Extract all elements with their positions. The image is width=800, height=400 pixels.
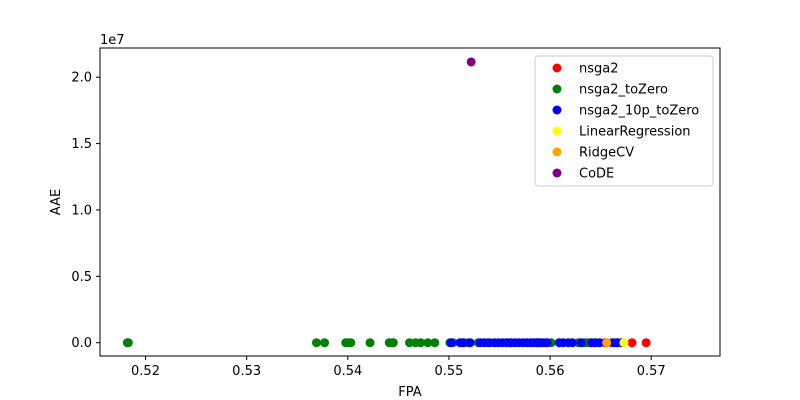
x-tick-label: 0.53 — [232, 364, 261, 379]
legend-label-nsga2_10p_toZero: nsga2_10p_toZero — [579, 104, 699, 119]
x-tick-label: 0.55 — [434, 364, 463, 379]
x-tick-label: 0.56 — [536, 364, 565, 379]
point-nsga2_10p_toZero-30 — [595, 338, 605, 348]
x-axis: 0.52 0.53 0.54 0.55 0.56 0.57 — [131, 356, 666, 379]
x-tick-label: 0.57 — [637, 364, 666, 379]
legend-label-nsga2_toZero: nsga2_toZero — [579, 83, 668, 98]
y-tick-label: 1.5 — [71, 137, 92, 152]
legend-label-RidgeCV: RidgeCV — [579, 146, 634, 161]
point-nsga2_toZero-7 — [365, 338, 375, 348]
point-nsga2_10p_toZero-3 — [465, 338, 475, 348]
point-LinearRegression-0 — [619, 338, 629, 348]
y-axis-label: AAE — [49, 189, 64, 215]
point-nsga2_10p_toZero-26 — [567, 338, 577, 348]
y-tick-label: 0.0 — [71, 336, 92, 351]
x-axis-label: FPA — [398, 385, 421, 400]
y-offset-label: 1e7 — [100, 33, 125, 48]
y-tick-label: 1.0 — [71, 203, 92, 218]
point-nsga2_10p_toZero-22 — [542, 338, 552, 348]
point-nsga2-5 — [627, 338, 637, 348]
legend-marker-nsga2_10p_toZero — [552, 105, 562, 115]
legend-marker-CoDE — [552, 168, 562, 178]
legend-label-CoDE: CoDE — [579, 167, 614, 182]
point-CoDE-0 — [466, 57, 476, 67]
point-nsga2_toZero-15 — [430, 338, 440, 348]
x-tick-label: 0.54 — [333, 364, 362, 379]
y-axis: 0.0 0.5 1.0 1.5 2.0 — [71, 71, 100, 351]
point-nsga2_toZero-13 — [416, 338, 426, 348]
legend-marker-nsga2_toZero — [552, 84, 562, 94]
point-nsga2_toZero-14 — [423, 338, 433, 348]
legend-marker-LinearRegression — [552, 126, 562, 136]
legend: nsga2 nsga2_toZero nsga2_10p_toZero LinearR… — [534, 55, 714, 187]
plot-area-frame — [99, 47, 721, 357]
y-tick-label: 2.0 — [71, 71, 92, 86]
legend-marker-RidgeCV — [552, 147, 562, 157]
point-nsga2_10p_toZero-2 — [458, 338, 468, 348]
point-nsga2_toZero-3 — [320, 338, 330, 348]
point-nsga2_10p_toZero-0 — [446, 338, 456, 348]
point-nsga2_10p_toZero-27 — [576, 338, 586, 348]
legend-box — [534, 55, 714, 187]
point-nsga2_toZero-6 — [346, 338, 356, 348]
x-tick-label: 0.52 — [131, 364, 160, 379]
y-tick-label: 0.5 — [71, 270, 92, 285]
legend-marker-nsga2 — [552, 63, 562, 73]
point-RidgeCV-0 — [602, 338, 612, 348]
points-layer — [122, 57, 651, 348]
point-nsga2_toZero-10 — [388, 338, 398, 348]
point-nsga2_toZero-1 — [123, 338, 133, 348]
point-nsga2-6 — [641, 338, 651, 348]
point-nsga2_toZero-2 — [311, 338, 321, 348]
legend-label-LinearRegression: LinearRegression — [579, 125, 691, 140]
legend-label-nsga2: nsga2 — [579, 62, 619, 77]
